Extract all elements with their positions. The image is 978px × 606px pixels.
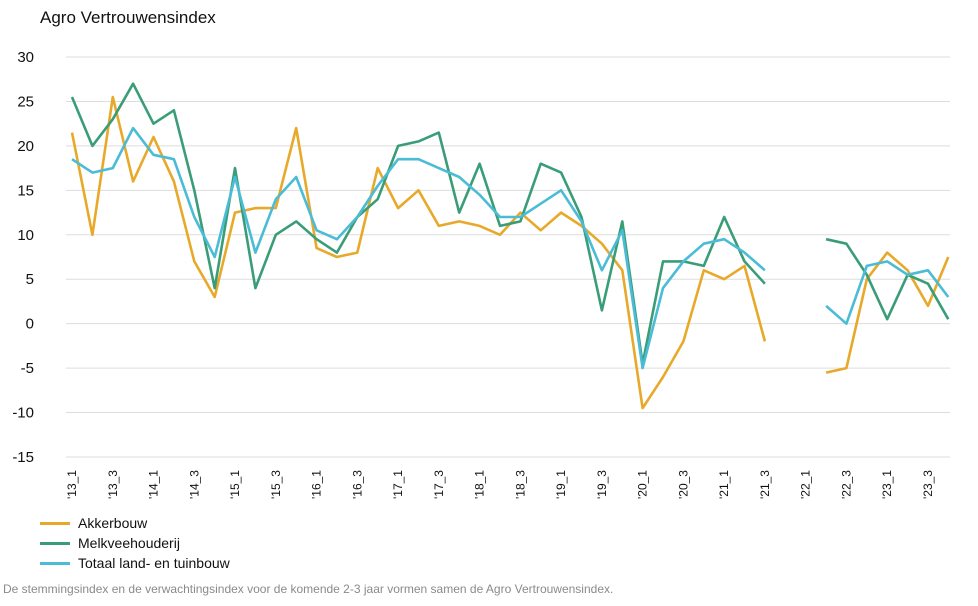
x-tick-label: '22_1 (799, 470, 813, 499)
x-tick-label: '18_3 (513, 470, 527, 499)
legend-label: Totaal land- en tuinbouw (78, 555, 230, 571)
y-tick-label: -15 (12, 449, 34, 466)
x-tick-label: '13_3 (106, 470, 120, 499)
x-tick-label: '18_1 (473, 470, 487, 499)
x-tick-label: '19_1 (554, 470, 568, 499)
y-axis-ticks: 30 25 20 15 10 5 0 -5 -10 -15 (12, 49, 34, 466)
series-line-0 (70, 95, 950, 410)
x-tick-label: '21_3 (758, 470, 772, 499)
series-line-1 (70, 82, 950, 365)
x-axis-ticks: '13_1 '13_3 '14_1 '14_3 '15_1 '15_3 '16_1 '16_3… (65, 470, 935, 499)
chart-caption: De stemmingsindex en de verwachtingsinde… (3, 582, 614, 596)
y-tick-label: -5 (21, 360, 34, 377)
x-tick-label: '14_3 (187, 470, 201, 499)
x-tick-label: '16_3 (350, 470, 364, 499)
y-tick-label: 15 (17, 182, 34, 199)
grid-lines (66, 56, 950, 458)
x-tick-label: '15_3 (269, 470, 283, 499)
x-tick-label: '17_3 (432, 470, 446, 499)
legend-label: Melkveehouderij (78, 535, 180, 551)
legend-label: Akkerbouw (78, 515, 148, 531)
x-tick-label: '23_1 (880, 470, 894, 499)
x-tick-label: '13_1 (65, 470, 79, 499)
x-tick-label: '16_1 (310, 470, 324, 499)
legend-swatch-akkerbouw (40, 521, 70, 525)
series-line-2 (71, 126, 950, 370)
x-tick-label: '21_1 (717, 470, 731, 499)
legend-swatch-melkveehouderij (40, 541, 70, 545)
x-tick-label: '17_1 (391, 470, 405, 499)
y-tick-label: 25 (17, 93, 34, 110)
legend-item-melkveehouderij: Melkveehouderij (40, 533, 230, 553)
x-tick-label: '20_3 (676, 470, 690, 499)
y-tick-label: 20 (17, 138, 34, 155)
x-tick-label: '20_1 (636, 470, 650, 499)
y-tick-label: 30 (17, 49, 34, 66)
y-tick-label: 0 (26, 316, 34, 333)
x-tick-label: '14_1 (147, 470, 161, 499)
chart-title: Agro Vertrouwensindex (40, 8, 216, 27)
y-tick-label: -10 (12, 405, 34, 422)
x-tick-label: '22_3 (839, 470, 853, 499)
y-tick-label: 10 (17, 227, 34, 244)
legend: Akkerbouw Melkveehouderij Totaal land- e… (40, 513, 230, 573)
y-tick-label: 5 (26, 271, 34, 288)
legend-swatch-totaal (40, 561, 70, 565)
x-tick-label: '15_1 (228, 470, 242, 499)
series-lines (70, 82, 950, 410)
x-tick-label: '23_3 (921, 470, 935, 499)
x-tick-label: '19_3 (595, 470, 609, 499)
legend-item-akkerbouw: Akkerbouw (40, 513, 230, 533)
legend-item-totaal: Totaal land- en tuinbouw (40, 553, 230, 573)
